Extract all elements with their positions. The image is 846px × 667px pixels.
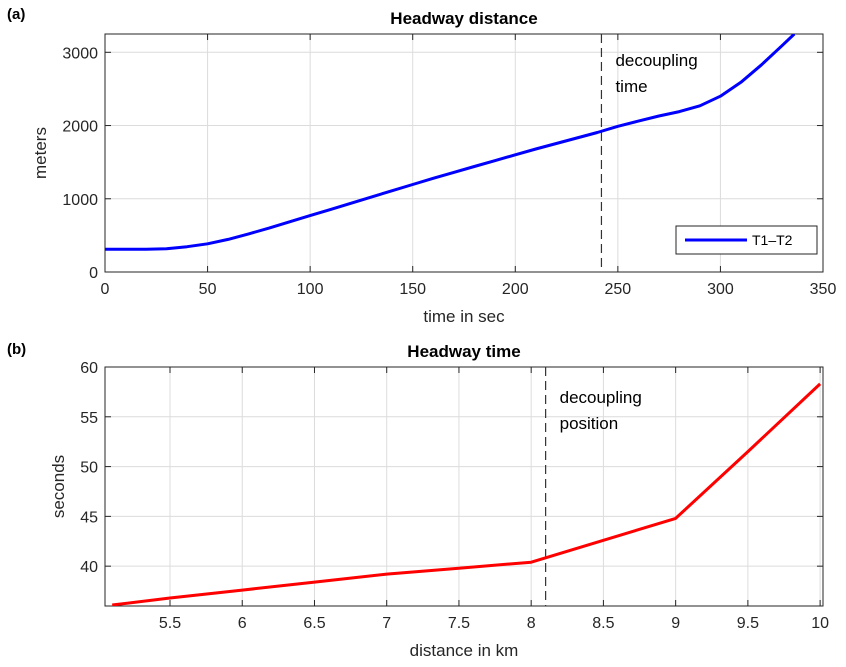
x-tick-label: 5.5	[159, 615, 181, 632]
x-tick-label: 8	[527, 615, 536, 632]
decoupling-label-line: decoupling	[615, 51, 697, 70]
x-tick-label: 200	[502, 281, 529, 298]
x-tick-label: 350	[810, 281, 837, 298]
y-axis-label: seconds	[49, 455, 68, 518]
legend-label: T1–T2	[752, 232, 793, 248]
y-tick-label: 40	[80, 559, 98, 576]
decoupling-label-line: decoupling	[560, 388, 642, 407]
x-tick-label: 250	[605, 281, 632, 298]
chart-headway-distance: 0 50 100 150 200 250 300 350 0 1000 2000 3000 Headwa…	[31, 9, 836, 326]
chart-title: Headway distance	[390, 9, 537, 28]
chart-title: Headway time	[407, 342, 520, 361]
chart-headway-time: 5.5 6 6.5 7 7.5 8 8.5 9 9.5 10 40 45 50 55 60 Headway t…	[49, 342, 829, 660]
plot-area-border	[104, 366, 824, 607]
x-tick-label: 300	[707, 281, 734, 298]
x-tick-label: 0	[101, 281, 110, 298]
series-line	[105, 34, 796, 251]
x-axis-label: distance in km	[410, 641, 519, 660]
y-tick-label: 0	[89, 265, 98, 282]
x-tick-label: 7.5	[448, 615, 470, 632]
y-tick-label: 55	[80, 410, 98, 427]
decoupling-label: decoupling position	[560, 388, 642, 433]
x-tick-label: 10	[811, 615, 829, 632]
x-tick-label: 6	[238, 615, 247, 632]
y-tick-label: 45	[80, 509, 98, 526]
decoupling-label-line: position	[560, 414, 619, 433]
x-tick-label: 100	[297, 281, 324, 298]
x-tick-label: 150	[399, 281, 426, 298]
plot-area-border	[104, 33, 824, 273]
y-tick-label: 1000	[62, 192, 98, 209]
x-tick-label: 6.5	[303, 615, 325, 632]
y-tick-label: 60	[80, 360, 98, 377]
x-tick-label: 9	[671, 615, 680, 632]
x-tick-label: 8.5	[592, 615, 614, 632]
x-axis-label: time in sec	[423, 307, 505, 326]
series-line	[112, 382, 822, 606]
decoupling-label-line: time	[615, 77, 647, 96]
y-tick-label: 3000	[62, 45, 98, 62]
y-tick-label: 2000	[62, 119, 98, 136]
x-tick-label: 9.5	[737, 615, 759, 632]
decoupling-label: decoupling time	[615, 51, 697, 96]
x-tick-label: 50	[199, 281, 217, 298]
y-tick-label: 50	[80, 460, 98, 477]
x-tick-label: 7	[382, 615, 391, 632]
panel-a-label: (a)	[7, 6, 26, 23]
y-axis-label: meters	[31, 127, 50, 179]
panel-b-label: (b)	[7, 341, 27, 358]
